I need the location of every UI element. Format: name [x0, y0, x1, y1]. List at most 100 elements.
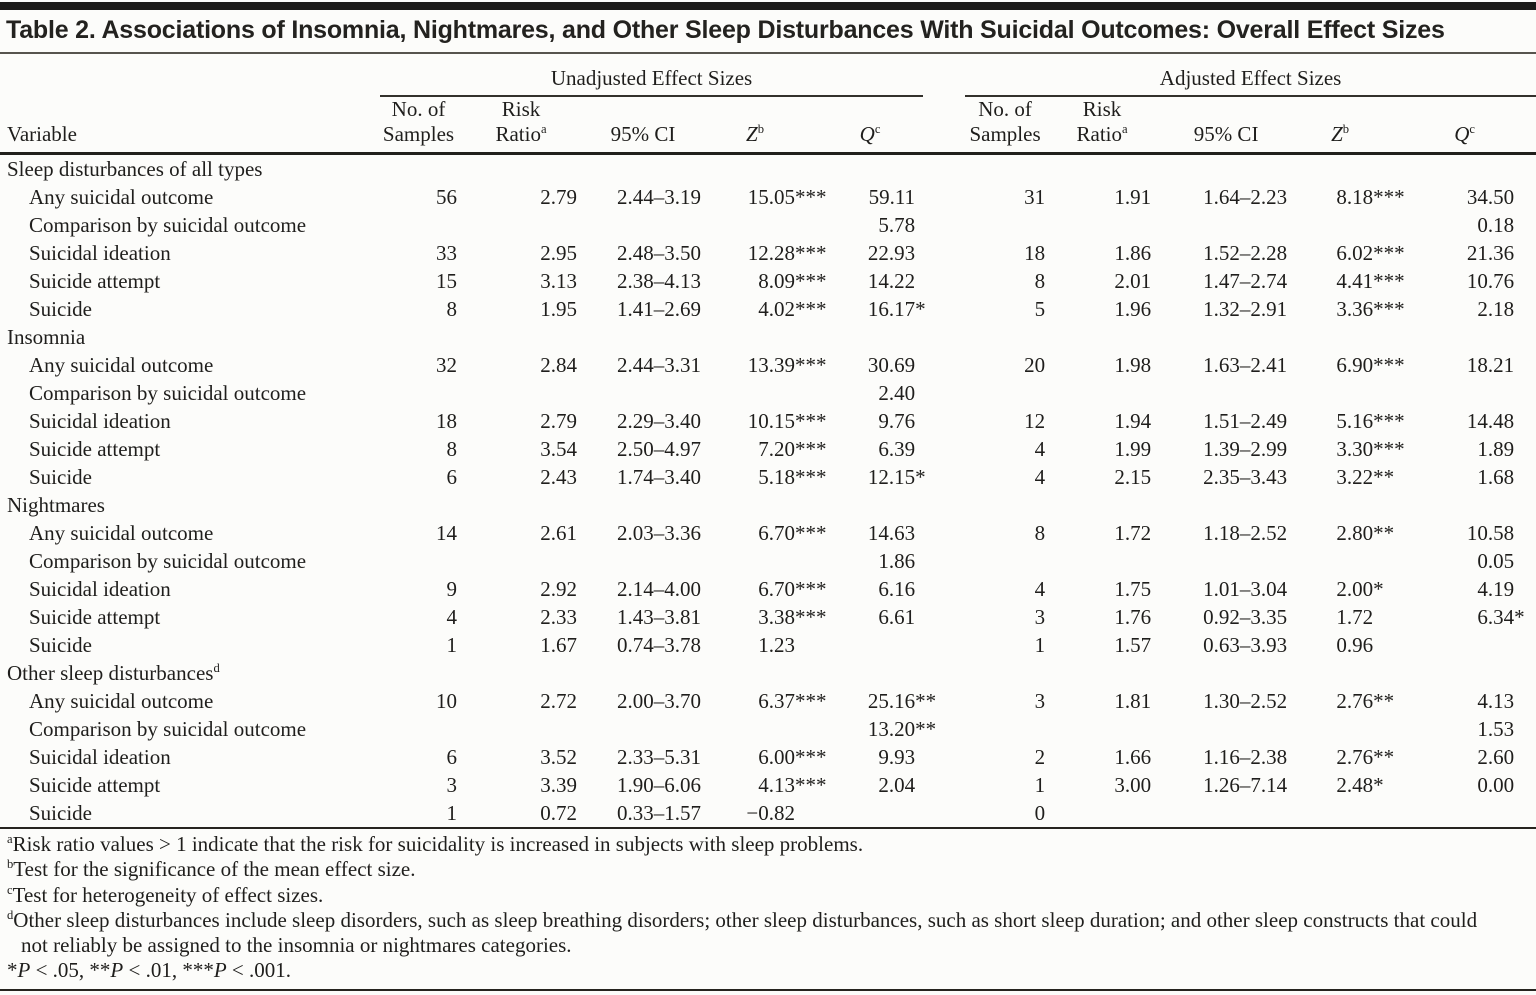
col-header-risk-ratio-adjusted: Risk Ratioa — [1053, 96, 1166, 155]
no-of-samples-adjusted-cell: 4 — [1034, 577, 1046, 601]
risk-ratio-adjusted-cell: 1.91 — [1114, 185, 1152, 209]
section-row: Nightmares — [0, 491, 1536, 519]
col-header-q-unadjusted: Qc — [825, 96, 924, 155]
q-value-adjusted-cell: 2.60 — [1477, 745, 1515, 769]
q-value-unadjusted-cell: 2.04 — [878, 773, 916, 797]
no-of-samples-unadjusted-cell — [380, 547, 465, 575]
q-value-adjusted-cell: 10.76 — [1466, 269, 1515, 293]
q-value-unadjusted-cell: 30.69 — [867, 353, 916, 377]
footnotes: aRisk ratio values > 1 indicate that the… — [0, 829, 1505, 984]
no-of-samples-adjusted-cell: 5 — [1034, 297, 1046, 321]
ci-95-adjusted-cell — [1165, 547, 1307, 575]
risk-ratio-adjusted-cell: 2.01 — [1114, 269, 1152, 293]
no-of-samples-unadjusted-cell: 32 — [436, 353, 457, 377]
risk-ratio-unadjusted-cell — [465, 379, 585, 407]
z-value-unadjusted-cell: 4.02*** — [758, 297, 827, 321]
q-value-adjusted-cell: 4.13 — [1477, 689, 1515, 713]
col-header-line2: Ratioa — [1076, 122, 1128, 146]
ci-95-unadjusted-cell: 2.48–3.50 — [617, 241, 701, 265]
variable-cell: Comparison by suicidal outcome — [29, 549, 307, 573]
no-of-samples-unadjusted-cell — [380, 211, 465, 239]
group-gap — [923, 96, 966, 155]
q-value-unadjusted-cell: 16.17* — [867, 297, 926, 321]
group-gap — [923, 771, 965, 799]
q-value-unadjusted-cell: 1.86 — [878, 549, 916, 573]
q-value-unadjusted-cell: 2.40 — [878, 381, 916, 405]
q-value-unadjusted-cell: 13.20** — [867, 717, 937, 741]
no-of-samples-adjusted-cell — [965, 379, 1053, 407]
ci-95-unadjusted-cell: 1.41–2.69 — [617, 297, 701, 321]
spanner-spacer — [0, 54, 380, 96]
table-row: Suicidal ideation 33 2.95 2.48–3.50 12.28***… — [0, 239, 1536, 267]
variable-cell: Comparison by suicidal outcome — [29, 717, 307, 741]
section-label: Other sleep disturbancesd — [7, 661, 220, 685]
risk-ratio-unadjusted-cell: 3.54 — [540, 437, 577, 461]
z-value-unadjusted-cell: 6.37*** — [758, 689, 827, 713]
no-of-samples-unadjusted-cell: 6 — [446, 465, 458, 489]
risk-ratio-adjusted-cell: 1.66 — [1114, 745, 1152, 769]
section-row: Other sleep disturbancesd — [0, 659, 1536, 687]
ci-95-adjusted-cell: 1.01–3.04 — [1203, 577, 1288, 601]
no-of-samples-adjusted-cell: 0 — [1034, 801, 1046, 825]
col-header-line1: No. of — [978, 97, 1032, 121]
risk-ratio-adjusted-cell: 1.86 — [1114, 241, 1152, 265]
ci-95-adjusted-cell: 1.39–2.99 — [1203, 437, 1288, 461]
ci-95-unadjusted-cell — [585, 379, 715, 407]
ci-95-unadjusted-cell: 0.33–1.57 — [617, 801, 701, 825]
ci-95-unadjusted-cell: 2.00–3.70 — [617, 689, 701, 713]
col-header-variable: Variable — [0, 96, 380, 155]
z-value-adjusted-cell: 1.72 — [1336, 605, 1374, 629]
q-value-unadjusted-cell: 12.15* — [867, 465, 926, 489]
no-of-samples-adjusted-cell: 3 — [1034, 605, 1046, 629]
variable-cell: Any suicidal outcome — [29, 353, 214, 377]
ci-95-unadjusted-cell: 1.90–6.06 — [617, 773, 701, 797]
col-header-line2: Ratioa — [495, 122, 547, 146]
q-value-unadjusted-cell — [825, 631, 923, 659]
table-row: Any suicidal outcome 10 2.72 2.00–3.70 6.37*… — [0, 687, 1536, 715]
group-gap — [923, 211, 965, 239]
z-value-adjusted-cell — [1307, 211, 1415, 239]
col-header-risk-ratio-unadjusted: Risk Ratioa — [465, 96, 585, 155]
q-value-unadjusted-cell: 14.63 — [867, 521, 916, 545]
z-value-adjusted-cell: 3.22** — [1336, 465, 1395, 489]
no-of-samples-adjusted-cell — [965, 715, 1053, 743]
z-value-unadjusted-cell: 10.15*** — [747, 409, 827, 433]
ci-95-adjusted-cell: 1.30–2.52 — [1203, 689, 1288, 713]
no-of-samples-unadjusted-cell: 15 — [436, 269, 457, 293]
z-value-unadjusted-cell: 5.18*** — [758, 465, 827, 489]
risk-ratio-adjusted-cell: 1.96 — [1114, 297, 1152, 321]
q-value-unadjusted-cell — [825, 799, 923, 828]
col-header-line2: 95% CI — [610, 122, 676, 146]
z-value-unadjusted-cell: 1.23 — [758, 633, 795, 657]
table-row: Any suicidal outcome 56 2.79 2.44–3.19 15.05… — [0, 183, 1536, 211]
no-of-samples-adjusted-cell: 1 — [1034, 773, 1046, 797]
no-of-samples-adjusted-cell: 8 — [1034, 521, 1046, 545]
risk-ratio-adjusted-cell: 3.00 — [1114, 773, 1152, 797]
q-value-unadjusted-cell: 6.39 — [878, 437, 916, 461]
col-header-ci-unadjusted: 95% CI — [585, 96, 715, 155]
q-value-adjusted-cell: 1.53 — [1477, 717, 1515, 741]
risk-ratio-adjusted-cell — [1053, 799, 1165, 828]
q-value-adjusted-cell: 4.19 — [1477, 577, 1515, 601]
z-value-adjusted-cell: 3.36*** — [1336, 297, 1405, 321]
table-row: Suicide 1 1.67 0.74–3.78 1.23 1 1.57 0.63–3.93 0… — [0, 631, 1536, 659]
risk-ratio-unadjusted-cell: 2.95 — [540, 241, 577, 265]
no-of-samples-unadjusted-cell: 1 — [446, 801, 458, 825]
q-value-unadjusted-cell: 14.22 — [867, 269, 916, 293]
group-gap — [923, 575, 965, 603]
group-gap — [923, 407, 965, 435]
risk-ratio-unadjusted-cell: 3.13 — [540, 269, 577, 293]
variable-cell: Any suicidal outcome — [29, 689, 214, 713]
risk-ratio-adjusted-cell: 1.99 — [1114, 437, 1152, 461]
risk-ratio-unadjusted-cell: 2.92 — [540, 577, 577, 601]
q-value-adjusted-cell: 0.05 — [1477, 549, 1515, 573]
ci-95-unadjusted-cell — [585, 715, 715, 743]
z-value-unadjusted-cell: 6.00*** — [758, 745, 827, 769]
ci-95-unadjusted-cell: 2.38–4.13 — [617, 269, 701, 293]
risk-ratio-unadjusted-cell: 2.43 — [540, 465, 577, 489]
top-rule — [0, 2, 1536, 10]
no-of-samples-unadjusted-cell: 9 — [446, 577, 458, 601]
z-value-unadjusted-cell: 7.20*** — [758, 437, 827, 461]
col-header-samples-unadjusted: No. of Samples — [380, 96, 465, 155]
